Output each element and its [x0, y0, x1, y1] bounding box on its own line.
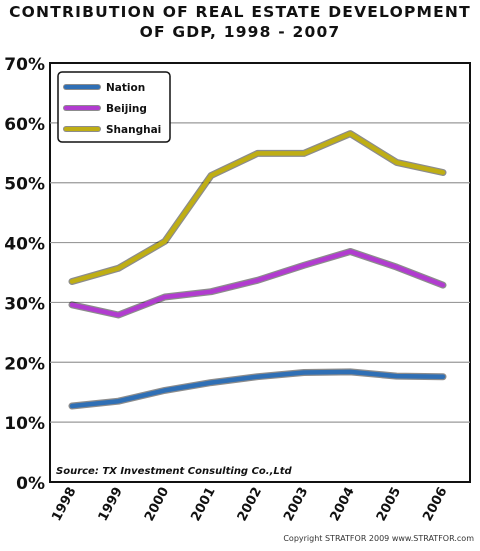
y-tick-label: 10%	[4, 414, 45, 434]
y-tick-label: 50%	[4, 175, 45, 195]
legend-label: Beijing	[106, 103, 147, 115]
x-tick-label: 2006	[420, 485, 450, 524]
copyright-footer: Copyright STRATFOR 2009 www.STRATFOR.com	[283, 534, 474, 543]
legend	[57, 71, 171, 143]
x-tick-label: 1998	[49, 485, 79, 524]
x-tick-label: 2002	[235, 485, 265, 524]
x-tick-label: 1999	[96, 485, 126, 524]
y-tick-label: 20%	[4, 354, 45, 374]
y-tick-label: 40%	[4, 235, 45, 255]
y-tick-label: 60%	[4, 115, 45, 135]
x-tick-label: 2003	[281, 485, 311, 524]
x-tick-label: 2000	[142, 485, 172, 524]
legend-label: Shanghai	[106, 124, 161, 136]
x-tick-label: 2005	[374, 485, 404, 524]
y-tick-label: 0%	[16, 474, 45, 494]
legend-label: Nation	[106, 82, 145, 94]
y-tick-label: 30%	[4, 294, 45, 314]
y-tick-label: 70%	[4, 55, 45, 75]
x-tick-label: 2004	[328, 485, 358, 524]
source-note: Source: TX Investment Consulting Co.,Ltd	[56, 466, 293, 477]
chart-title-line-1: CONTRIBUTION OF REAL ESTATE DEVELOPMENT	[9, 3, 471, 21]
chart-title-line-2: OF GDP, 1998 - 2007	[139, 23, 341, 41]
x-tick-label: 2001	[188, 485, 218, 524]
